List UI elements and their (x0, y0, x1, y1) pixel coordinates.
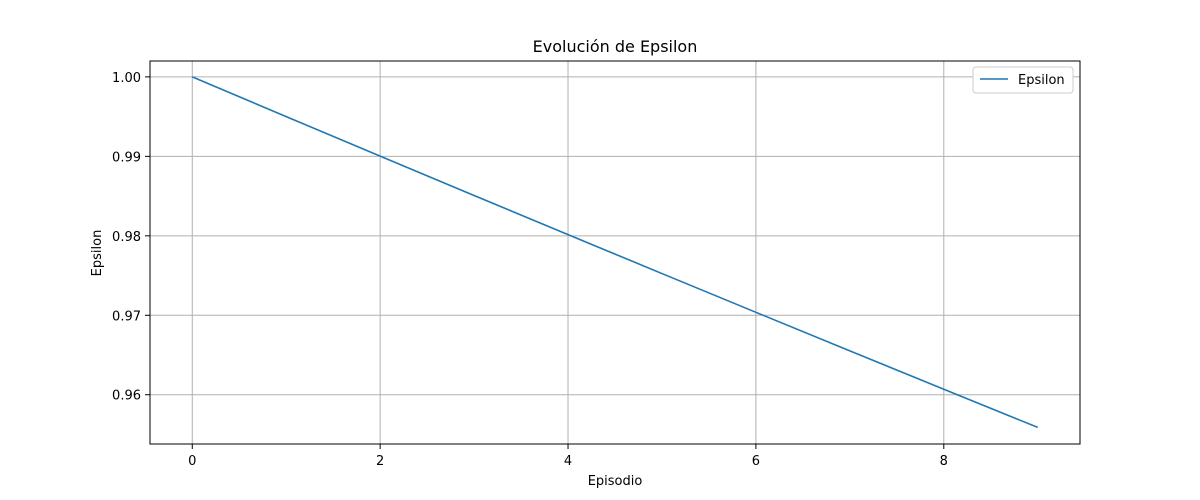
grid (150, 61, 1080, 444)
y-tick-label: 0.97 (112, 309, 141, 324)
ticks: 0 2 4 6 8 0.96 0.97 0.98 0.99 1.00 (112, 71, 948, 469)
y-tick-label: 0.96 (112, 389, 141, 404)
series-layer (191, 76, 1039, 429)
x-tick-label: 0 (188, 454, 196, 469)
legend: Epsilon (972, 66, 1074, 94)
x-tick-label: 2 (376, 454, 384, 469)
y-tick-label: 0.99 (112, 150, 141, 165)
x-axis-label: Episodio (588, 474, 643, 489)
plot-frame (149, 60, 1081, 445)
series-line-epsilon (191, 76, 1039, 429)
y-axis-label: Epsilon (90, 230, 105, 277)
y-tick-label: 1.00 (112, 71, 141, 86)
legend-label: Epsilon (1018, 73, 1065, 88)
x-tick-label: 8 (940, 454, 948, 469)
x-tick-label: 6 (752, 454, 760, 469)
legend-box (972, 66, 1074, 94)
x-tick-label: 4 (564, 454, 572, 469)
chart-title: Evolución de Epsilon (533, 37, 698, 56)
y-tick-label: 0.98 (112, 230, 141, 245)
